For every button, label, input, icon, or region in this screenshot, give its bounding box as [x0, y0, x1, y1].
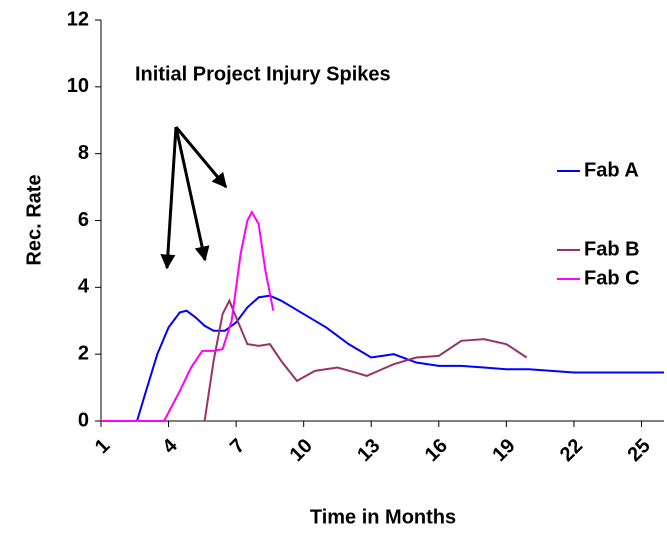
line-series — [101, 210, 275, 422]
y-tick-label: 2 — [78, 342, 89, 364]
arrow — [160, 126, 178, 270]
line-series — [203, 298, 528, 422]
legend-label: Fab B — [584, 238, 640, 260]
x-tick-label: 10 — [286, 435, 317, 466]
y-axis-label: Rec. Rate — [23, 174, 45, 265]
legend-label: Fab C — [584, 267, 640, 289]
x-tick-label: 4 — [158, 434, 182, 458]
annotation-arrows — [160, 126, 228, 270]
y-tick-label: 8 — [78, 142, 89, 164]
chart-title: Initial Project Injury Spikes — [135, 63, 391, 85]
arrow — [174, 126, 228, 189]
x-tick-label: 1 — [91, 435, 114, 458]
x-tick-label: 13 — [353, 435, 384, 466]
x-tick-label: 22 — [556, 435, 587, 466]
x-tick-label: 16 — [421, 435, 452, 466]
y-tick-label: 4 — [78, 276, 90, 298]
y-tick-label: 10 — [67, 75, 89, 97]
legend-label: Fab A — [584, 159, 639, 181]
y-tick-label: 6 — [78, 209, 89, 231]
y-tick-label: 12 — [67, 8, 89, 30]
line-series — [101, 294, 664, 422]
arrow — [174, 126, 210, 262]
x-tick-label: 25 — [623, 435, 654, 466]
y-tick-label: 0 — [78, 409, 89, 431]
x-axis-label: Time in Months — [310, 506, 456, 528]
x-tick-label: 7 — [226, 435, 249, 458]
x-tick-label: 19 — [488, 435, 519, 466]
